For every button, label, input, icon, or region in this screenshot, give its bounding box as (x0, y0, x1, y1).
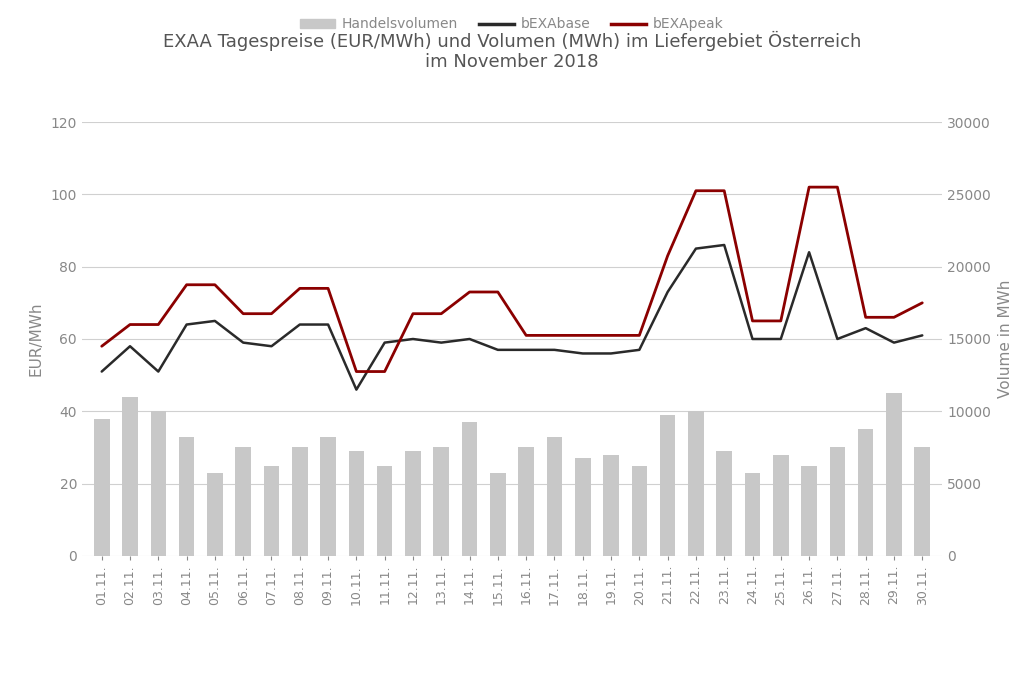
Bar (264, 466, 280, 556)
Bar (744, 473, 760, 556)
Bar (490, 473, 506, 556)
Bar (802, 466, 817, 556)
Bar (321, 437, 336, 556)
Bar (236, 447, 251, 556)
Bar (151, 412, 166, 556)
Bar (377, 466, 392, 556)
Bar (603, 455, 618, 556)
Bar (518, 447, 534, 556)
Y-axis label: EUR/MWh: EUR/MWh (29, 302, 44, 376)
Bar (433, 447, 450, 556)
Bar (914, 447, 930, 556)
Bar (122, 397, 138, 556)
Bar (886, 393, 902, 556)
Bar (688, 412, 703, 556)
Legend: Handelsvolumen, bEXAbase, bEXApeak: Handelsvolumen, bEXAbase, bEXApeak (295, 12, 729, 37)
Bar (292, 447, 307, 556)
Y-axis label: Volume in MWh: Volume in MWh (997, 280, 1013, 398)
Text: EXAA Tagespreise (EUR/MWh) und Volumen (MWh) im Liefergebiet Österreich
im Novem: EXAA Tagespreise (EUR/MWh) und Volumen (… (163, 31, 861, 71)
Bar (574, 458, 591, 556)
Bar (717, 451, 732, 556)
Bar (406, 451, 421, 556)
Bar (858, 429, 873, 556)
Bar (207, 473, 222, 556)
Bar (348, 451, 365, 556)
Bar (659, 415, 676, 556)
Bar (462, 422, 477, 556)
Bar (94, 418, 110, 556)
Bar (632, 466, 647, 556)
Bar (829, 447, 845, 556)
Bar (179, 437, 195, 556)
Bar (773, 455, 788, 556)
Bar (547, 437, 562, 556)
